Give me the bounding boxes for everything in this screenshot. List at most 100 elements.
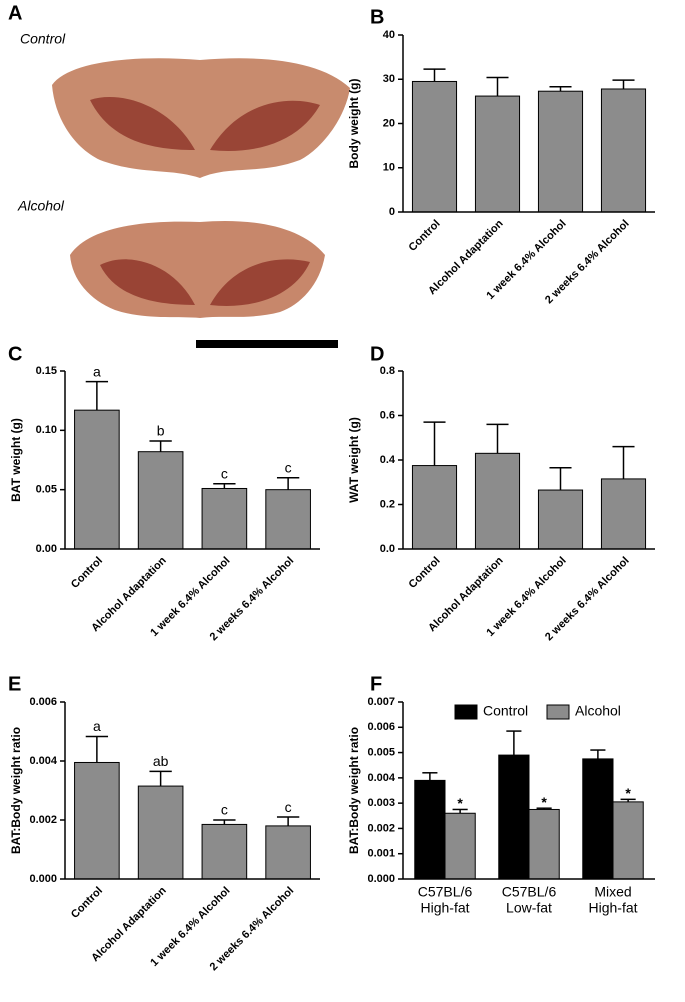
y-axis-label: BAT weight (g) bbox=[9, 418, 23, 502]
legend-label: Alcohol bbox=[575, 703, 621, 719]
error-bar bbox=[149, 770, 172, 787]
error-bar bbox=[549, 467, 572, 491]
y-tick-label: 0.000 bbox=[367, 873, 395, 885]
significance-letter: c bbox=[285, 460, 292, 476]
y-tick-label: 40 bbox=[383, 29, 395, 41]
y-tick-label: 0.002 bbox=[367, 822, 395, 834]
y-tick-label: 0.4 bbox=[380, 454, 396, 466]
legend-swatch bbox=[454, 704, 478, 720]
y-tick-label: 0.006 bbox=[367, 721, 395, 733]
error-bar bbox=[276, 816, 300, 826]
bar bbox=[537, 489, 584, 550]
bar bbox=[411, 465, 458, 550]
error-bar bbox=[422, 772, 438, 781]
legend-label: Control bbox=[483, 703, 528, 719]
error-bar bbox=[612, 445, 635, 479]
error-bar bbox=[213, 482, 236, 489]
error-bar bbox=[486, 76, 509, 97]
y-tick-label: 0.004 bbox=[29, 755, 57, 767]
error-bar bbox=[423, 421, 446, 466]
y-tick-label: 0 bbox=[389, 206, 395, 218]
x-tick-label: C57BL/6 bbox=[418, 884, 473, 900]
y-tick-label: 0.005 bbox=[367, 746, 395, 758]
panel-label: C bbox=[8, 343, 22, 365]
error-bar bbox=[149, 440, 172, 452]
x-tick-label: Mixed bbox=[594, 884, 631, 900]
bar bbox=[201, 823, 248, 880]
x-tick-label: Low-fat bbox=[506, 900, 552, 916]
error-bar bbox=[85, 380, 109, 411]
x-tick-label: High-fat bbox=[588, 900, 637, 916]
y-tick-label: 0.0 bbox=[380, 543, 395, 555]
y-tick-label: 0.05 bbox=[36, 484, 57, 496]
bar bbox=[474, 452, 521, 550]
tissue-shading bbox=[100, 259, 310, 306]
significance-mark: * bbox=[541, 794, 547, 810]
bar bbox=[600, 478, 647, 550]
significance-letter: b bbox=[157, 423, 165, 439]
significance-letter: a bbox=[93, 363, 101, 379]
y-axis-label: Body weight (g) bbox=[347, 79, 361, 169]
tissue-image bbox=[52, 58, 350, 178]
legend-swatch bbox=[546, 704, 570, 720]
y-axis-label: BAT:Body weight ratio bbox=[9, 727, 23, 854]
y-tick-label: 0.004 bbox=[367, 772, 395, 784]
bar bbox=[414, 779, 446, 880]
y-tick-label: 0.8 bbox=[380, 365, 395, 377]
y-tick-label: 20 bbox=[383, 117, 395, 129]
significance-mark: * bbox=[457, 795, 463, 811]
bar bbox=[265, 489, 311, 550]
y-tick-label: 0.003 bbox=[367, 797, 395, 809]
error-bar bbox=[612, 79, 635, 89]
bar bbox=[537, 90, 584, 213]
bar bbox=[582, 758, 614, 880]
panel-label: E bbox=[8, 673, 21, 695]
error-bar bbox=[423, 68, 446, 82]
significance-letter: c bbox=[221, 465, 228, 481]
error-bar bbox=[590, 749, 606, 759]
error-bar bbox=[506, 730, 522, 756]
bar bbox=[474, 95, 521, 213]
bar bbox=[74, 761, 120, 880]
bar bbox=[137, 451, 184, 550]
y-tick-label: 0.10 bbox=[36, 424, 57, 436]
y-tick-label: 0.006 bbox=[29, 696, 57, 708]
bar bbox=[444, 812, 476, 880]
error-bar bbox=[486, 423, 509, 454]
bar bbox=[265, 825, 311, 880]
panel-label: F bbox=[370, 673, 382, 695]
significance-mark: * bbox=[625, 785, 631, 801]
x-tick-label: C57BL/6 bbox=[502, 884, 557, 900]
significance-letter: ab bbox=[153, 753, 169, 769]
y-tick-label: 0.2 bbox=[380, 498, 395, 510]
y-axis-label: BAT:Body weight ratio bbox=[347, 727, 361, 854]
y-tick-label: 0.000 bbox=[29, 873, 57, 885]
photo-caption: Alcohol bbox=[17, 198, 65, 214]
y-axis-label: WAT weight (g) bbox=[347, 417, 361, 503]
y-tick-label: 0.001 bbox=[367, 848, 395, 860]
x-tick-label: High-fat bbox=[420, 900, 469, 916]
y-tick-label: 0.6 bbox=[380, 409, 395, 421]
y-tick-label: 0.00 bbox=[36, 543, 57, 555]
y-tick-label: 10 bbox=[383, 162, 395, 174]
error-bar bbox=[213, 819, 236, 825]
error-bar bbox=[276, 477, 300, 490]
bar bbox=[137, 785, 184, 880]
error-bar bbox=[452, 808, 468, 814]
bar bbox=[201, 487, 248, 550]
photo-panel: A Control Alcohol bbox=[8, 2, 350, 348]
bar bbox=[411, 80, 458, 213]
x-tick-label: Control bbox=[69, 885, 105, 921]
error-bar bbox=[536, 807, 552, 810]
tissue-shading bbox=[90, 97, 320, 151]
y-tick-label: 0.15 bbox=[36, 365, 57, 377]
error-bar bbox=[85, 735, 109, 763]
x-tick-label: Control bbox=[407, 555, 443, 591]
panel-label: B bbox=[370, 6, 384, 28]
significance-letter: a bbox=[93, 718, 101, 734]
scale-bar bbox=[196, 340, 338, 348]
y-tick-label: 0.007 bbox=[367, 696, 395, 708]
x-tick-label: Control bbox=[69, 555, 105, 591]
